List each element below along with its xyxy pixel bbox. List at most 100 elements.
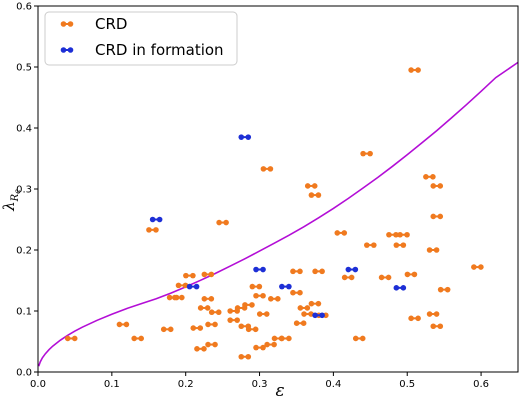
crd-point [437, 286, 451, 293]
crd-point [64, 335, 78, 342]
crd-point [201, 296, 215, 302]
legend-marker-crd [60, 21, 74, 27]
plot-points-layer [64, 67, 484, 360]
crd-point [426, 247, 440, 253]
plot-curve-layer [37, 61, 519, 367]
x-tick-label: 0.5 [399, 379, 415, 390]
crd-point [183, 272, 196, 279]
boundary-curve [37, 61, 519, 367]
crd-point [131, 335, 144, 342]
y-axis-label: λ [0, 201, 18, 212]
legend-box [44, 11, 238, 66]
crd-point [386, 231, 399, 238]
crd-point [290, 289, 303, 296]
crd-point [175, 282, 189, 289]
crd-in-formation-point [393, 285, 407, 291]
crd-point [430, 323, 444, 330]
crd-point [471, 264, 484, 270]
crd-point [341, 274, 355, 281]
crd-point [364, 242, 377, 248]
x-tick-label: 0.0 [30, 379, 46, 390]
crd-point [304, 183, 318, 189]
y-tick-label: 0.6 [16, 2, 32, 13]
crd-point [308, 192, 322, 198]
crd-point [205, 341, 218, 348]
crd-point [423, 174, 436, 180]
legend-marker-dot [60, 47, 74, 53]
crd-point [408, 315, 421, 322]
crd-in-formation-point [345, 266, 359, 273]
crd-point [312, 268, 325, 275]
crd-point [301, 311, 314, 317]
crd-point [404, 271, 418, 278]
y-axis-label-group: λRe [0, 189, 22, 212]
crd-point [397, 231, 410, 238]
crd-point [116, 321, 130, 328]
crd-point [227, 317, 240, 323]
crd-point [172, 294, 185, 301]
x-tick-label: 0.2 [178, 379, 194, 390]
crd-point [245, 326, 259, 333]
crd-point [378, 274, 392, 281]
crd-point [352, 335, 366, 342]
legend-label-crd-in-formation: CRD in formation [95, 41, 224, 59]
crd-point [426, 311, 440, 317]
crd-point [205, 321, 218, 328]
crd-point [197, 305, 211, 311]
crd-point [268, 296, 281, 302]
crd-point [249, 283, 263, 290]
y-tick-label: 0.1 [16, 307, 32, 318]
legend-marker-crd-in-formation [60, 47, 74, 53]
crd-point [430, 213, 444, 220]
y-axis-label-sub: R [10, 193, 21, 202]
crd-point [279, 335, 292, 342]
x-tick-label: 0.1 [104, 379, 120, 390]
legend: CRD CRD in formation [44, 11, 238, 66]
crd-point [238, 353, 252, 360]
crd-point [201, 271, 215, 278]
crd-in-formation-point [149, 216, 163, 223]
crd-point [190, 325, 204, 331]
crd-point [430, 183, 444, 189]
crd-point [253, 344, 266, 351]
x-tick-label: 0.3 [252, 379, 268, 390]
crd-point [208, 309, 222, 316]
crd-point [253, 292, 266, 299]
crd-in-formation-point [253, 266, 266, 273]
legend-marker-dot [60, 21, 74, 27]
y-tick-label: 0.0 [16, 368, 32, 379]
crd-point [393, 242, 407, 248]
crd-point [242, 302, 255, 308]
crd-point [160, 326, 174, 333]
svg-text:λRe: λRe [0, 189, 22, 212]
crd-point [334, 230, 348, 236]
y-tick-label: 0.5 [16, 63, 32, 74]
crd-point [146, 227, 159, 233]
crd-point [293, 320, 307, 327]
legend-label-crd: CRD [95, 15, 127, 33]
crd-point [194, 346, 207, 352]
y-axis: 0.0 0.1 0.2 0.3 0.4 0.5 0.6 [16, 2, 38, 379]
x-tick-label: 0.6 [473, 379, 489, 390]
crd-in-formation-point [238, 134, 252, 140]
x-tick-label: 0.4 [325, 379, 341, 390]
crd-point [264, 341, 277, 348]
x-axis: 0.0 0.1 0.2 0.3 0.4 0.5 0.6 [30, 372, 489, 390]
crd-in-formation-point [279, 283, 292, 290]
y-tick-label: 0.4 [16, 124, 32, 135]
y-tick-label: 0.2 [16, 246, 32, 257]
crd-point [297, 305, 311, 311]
crd-in-formation-point [312, 312, 325, 319]
y-tick-label: 0.3 [16, 185, 32, 196]
crd-point [256, 311, 270, 317]
y-axis-label-subsub: e [13, 189, 22, 194]
crd-point [308, 300, 322, 307]
crd-point [360, 150, 373, 157]
x-axis-label: ε [275, 381, 284, 401]
crd-point [260, 166, 274, 172]
crd-in-formation-point [186, 283, 200, 290]
crd-point [290, 268, 303, 275]
crd-point [216, 219, 229, 226]
crd-point [408, 67, 421, 73]
